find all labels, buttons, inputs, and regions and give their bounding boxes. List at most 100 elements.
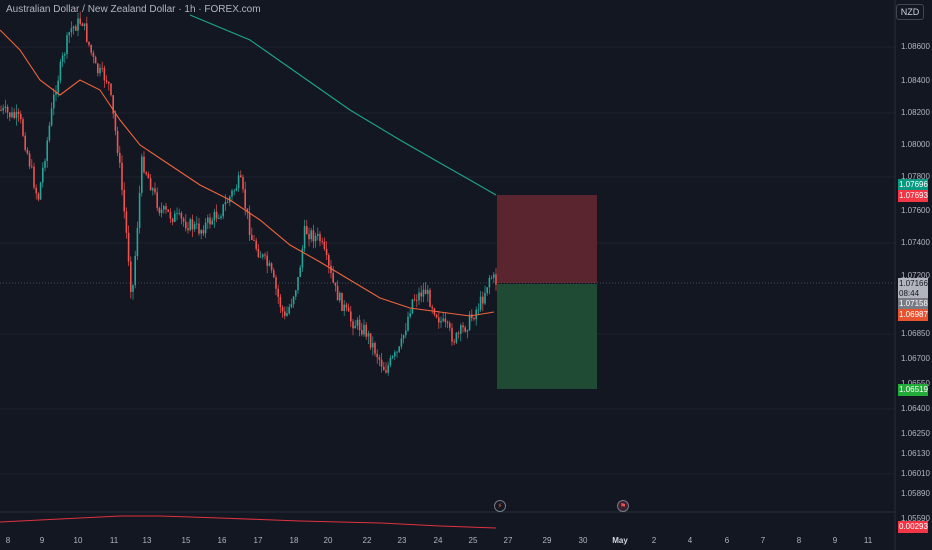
price-tick: 1.05590 (901, 514, 930, 523)
time-tick: 10 (73, 536, 83, 545)
candle-body (158, 207, 161, 213)
candle-body (11, 112, 13, 118)
candle-body (112, 95, 114, 114)
candle-body (299, 267, 301, 277)
candle-body (317, 233, 319, 236)
candle-body (257, 248, 260, 257)
price-tick: 1.06400 (901, 404, 930, 413)
candle-body (341, 292, 343, 311)
candle-body (209, 217, 211, 225)
currency-button[interactable]: NZD (896, 4, 924, 20)
time-tick: 24 (433, 536, 443, 545)
candle-body (279, 296, 282, 308)
candle-body (224, 202, 227, 205)
candle-body (143, 156, 145, 173)
price-tick: 1.08600 (901, 42, 930, 51)
candle-body (196, 223, 198, 225)
position-zones (497, 195, 597, 389)
candlestick-series (0, 11, 497, 376)
candle-body (297, 276, 299, 291)
candle-body (471, 314, 473, 319)
price-tick: 1.06550 (901, 379, 930, 388)
candle-body (127, 232, 130, 262)
candle-body (147, 174, 150, 179)
candle-body (70, 28, 73, 33)
take-profit-zone[interactable] (497, 284, 597, 389)
price-tag: 0.00293 (898, 521, 928, 533)
candle-body (44, 161, 46, 168)
candle-body (83, 23, 86, 27)
time-tick: 30 (578, 536, 588, 545)
candle-body (306, 226, 308, 235)
candle-body (424, 289, 427, 295)
candle-body (154, 188, 156, 193)
candle-body (116, 130, 119, 153)
lightning-icon[interactable]: ⚡ (494, 500, 506, 512)
candle-body (367, 333, 370, 337)
candle-body (42, 167, 44, 183)
candle-body (31, 166, 33, 168)
candle-body (440, 320, 442, 323)
candle-body (429, 289, 431, 307)
candle-body (332, 273, 334, 283)
candle-body (389, 357, 392, 366)
price-tick: 1.07600 (901, 206, 930, 215)
candle-body (4, 106, 7, 109)
candle-body (211, 220, 213, 225)
candle-body (380, 359, 383, 367)
candle-body (33, 166, 35, 188)
flag-icon[interactable]: ⚑ (617, 500, 629, 512)
candle-body (22, 119, 24, 136)
candle-body (55, 92, 57, 95)
candle-body (376, 353, 378, 358)
time-tick: 11 (863, 536, 873, 545)
time-tick: 8 (5, 536, 11, 545)
candle-body (103, 68, 106, 81)
stop-loss-zone[interactable] (497, 195, 597, 283)
candle-body (486, 287, 488, 294)
candle-body (108, 81, 110, 84)
symbol-title[interactable]: Australian Dollar / New Zealand Dollar ·… (6, 4, 261, 15)
candle-body (130, 261, 132, 292)
candle-body (68, 32, 70, 36)
candle-body (160, 209, 163, 213)
candle-body (189, 219, 191, 231)
candle-body (26, 149, 29, 154)
candle-body (284, 311, 286, 316)
candle-body (365, 324, 367, 337)
candle-body (97, 63, 99, 74)
time-tick: 11 (109, 536, 119, 545)
candle-body (264, 254, 266, 256)
candle-body (20, 113, 22, 120)
candle-body (466, 330, 469, 332)
candle-body (110, 83, 112, 96)
candle-body (314, 235, 317, 242)
candle-body (202, 230, 205, 234)
price-tick: 1.08200 (901, 108, 930, 117)
candle-body (213, 211, 216, 221)
candle-body (138, 192, 141, 228)
price-tick: 1.08400 (901, 76, 930, 85)
time-tick: 8 (796, 536, 802, 545)
candle-body (416, 299, 418, 301)
candle-body (156, 192, 158, 208)
time-tick: 4 (687, 536, 693, 545)
candle-body (2, 108, 4, 111)
chart-grid (0, 46, 895, 475)
candle-body (277, 288, 279, 297)
candle-body (396, 351, 398, 353)
candle-body (273, 270, 275, 278)
candle-body (35, 187, 37, 194)
candle-body (484, 293, 486, 304)
candle-body (0, 110, 2, 111)
candle-body (204, 222, 207, 234)
candle-body (336, 285, 339, 301)
time-tick: 15 (181, 536, 191, 545)
time-tick: 6 (724, 536, 730, 545)
price-tick: 1.07400 (901, 238, 930, 247)
candle-body (86, 23, 88, 42)
candle-body (402, 335, 405, 339)
price-tag: 1.07158 (898, 298, 928, 310)
candle-body (385, 370, 387, 373)
